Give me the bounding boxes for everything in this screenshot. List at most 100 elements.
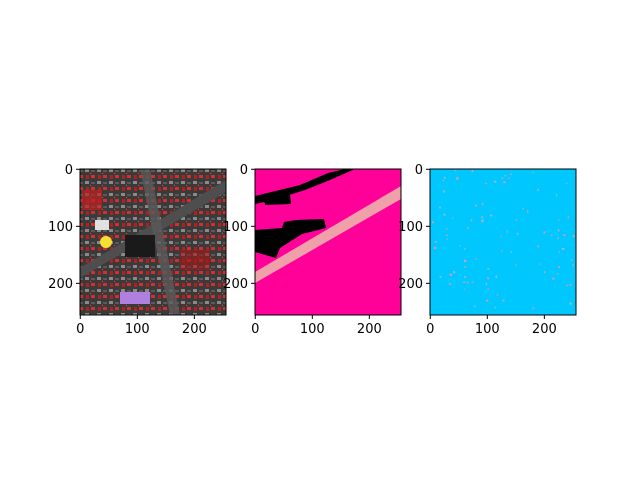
noise-pixel xyxy=(464,266,466,268)
noise-pixel xyxy=(567,216,570,219)
noise-pixel xyxy=(522,208,524,210)
noise-pixel xyxy=(485,182,488,185)
y-tick-label: 0 xyxy=(415,163,423,178)
noise-pixel xyxy=(572,264,574,267)
noise-pixel xyxy=(516,232,519,235)
y-tick-label: 200 xyxy=(398,277,423,292)
noise-pixel xyxy=(557,273,559,275)
y-tick-label: 200 xyxy=(48,277,73,292)
mask-road xyxy=(255,186,401,283)
noise-pixel xyxy=(532,171,534,174)
noise-pixel xyxy=(439,206,441,209)
noise-pixel xyxy=(543,231,546,234)
noise-pixel xyxy=(557,237,559,240)
noise-pixel xyxy=(485,283,488,286)
noise-pixel xyxy=(448,283,452,285)
noise-pixel xyxy=(570,259,573,261)
x-tick-label: 0 xyxy=(426,322,434,337)
side-road xyxy=(140,169,180,315)
noise-pixel xyxy=(501,177,504,180)
noise-pixel xyxy=(463,259,467,263)
red-cluster xyxy=(82,190,102,210)
noise-pixel xyxy=(543,271,546,274)
noise-pixel xyxy=(558,251,560,253)
noise-pixel xyxy=(487,288,489,291)
axes-frame-2 xyxy=(254,168,402,316)
noise-pixel xyxy=(487,268,490,270)
noise-pixel xyxy=(569,284,572,286)
noise-pixel xyxy=(493,180,497,183)
axes-frame-1 xyxy=(79,168,227,316)
noise-pixel xyxy=(471,281,474,283)
noise-pixel xyxy=(435,241,437,243)
noise-pixel xyxy=(456,177,459,180)
y-tick-label: 100 xyxy=(398,220,423,235)
x-tick-label: 200 xyxy=(182,322,207,337)
noise-pixel xyxy=(527,210,529,213)
noise-pixel xyxy=(466,281,469,284)
x-tick-label: 0 xyxy=(76,322,84,337)
noise-pixel xyxy=(486,299,489,302)
noise-pixel xyxy=(434,246,437,250)
noise-pixel xyxy=(481,215,483,219)
noise-pixel xyxy=(470,219,473,222)
noise-pixel xyxy=(466,227,469,229)
mask-building xyxy=(255,219,326,258)
mask-building xyxy=(264,194,291,205)
noise-pixel xyxy=(569,302,572,305)
noise-pixel xyxy=(557,229,560,232)
noise-pixel xyxy=(473,305,476,307)
noise-pixel xyxy=(558,266,560,269)
white-patch xyxy=(95,220,109,230)
noise-pixel xyxy=(495,275,498,279)
y-tick-label: 0 xyxy=(240,163,248,178)
noise-pixel xyxy=(572,235,575,238)
noise-pixel xyxy=(443,190,446,193)
noise-pixel xyxy=(475,204,477,207)
noise-pixel xyxy=(486,277,490,280)
axes-frame-3 xyxy=(429,168,577,316)
noise-pixel xyxy=(500,235,502,238)
noise-pixel xyxy=(504,175,507,177)
y-tick-label: 100 xyxy=(223,220,248,235)
x-tick-label: 200 xyxy=(357,322,382,337)
dark-block xyxy=(125,235,155,257)
prediction-noise xyxy=(432,170,575,310)
x-tick-label: 100 xyxy=(475,322,500,337)
noise-pixel xyxy=(552,277,555,280)
noise-pixel xyxy=(481,202,484,206)
noise-pixel xyxy=(450,273,453,276)
noise-pixel xyxy=(489,214,493,217)
y-tick-label: 100 xyxy=(48,220,73,235)
noise-pixel xyxy=(532,307,535,310)
red-cluster xyxy=(180,250,210,270)
noise-pixel xyxy=(496,293,499,296)
noise-pixel xyxy=(439,276,442,278)
noise-pixel xyxy=(501,250,503,252)
noise-pixel xyxy=(442,179,445,182)
noise-pixel xyxy=(464,248,466,250)
yellow-patch xyxy=(100,236,112,248)
noise-pixel xyxy=(506,230,508,233)
noise-pixel xyxy=(561,247,565,250)
noise-pixel xyxy=(464,275,466,279)
noise-pixel xyxy=(481,219,484,222)
noise-pixel xyxy=(494,306,496,309)
noise-pixel xyxy=(471,170,474,173)
noise-pixel xyxy=(475,258,477,260)
x-tick-label: 200 xyxy=(532,322,557,337)
noise-pixel xyxy=(510,173,512,175)
noise-pixel xyxy=(452,217,454,219)
noise-pixel xyxy=(537,245,540,248)
noise-pixel xyxy=(459,245,462,247)
noise-pixel xyxy=(463,288,466,290)
noise-pixel xyxy=(454,170,457,172)
noise-pixel xyxy=(503,181,506,184)
image-panel-2 xyxy=(255,169,401,315)
purple-patch xyxy=(120,292,150,304)
noise-pixel xyxy=(443,176,446,179)
image-panel-3 xyxy=(430,169,576,315)
x-tick-label: 100 xyxy=(125,322,150,337)
noise-pixel xyxy=(446,238,449,240)
